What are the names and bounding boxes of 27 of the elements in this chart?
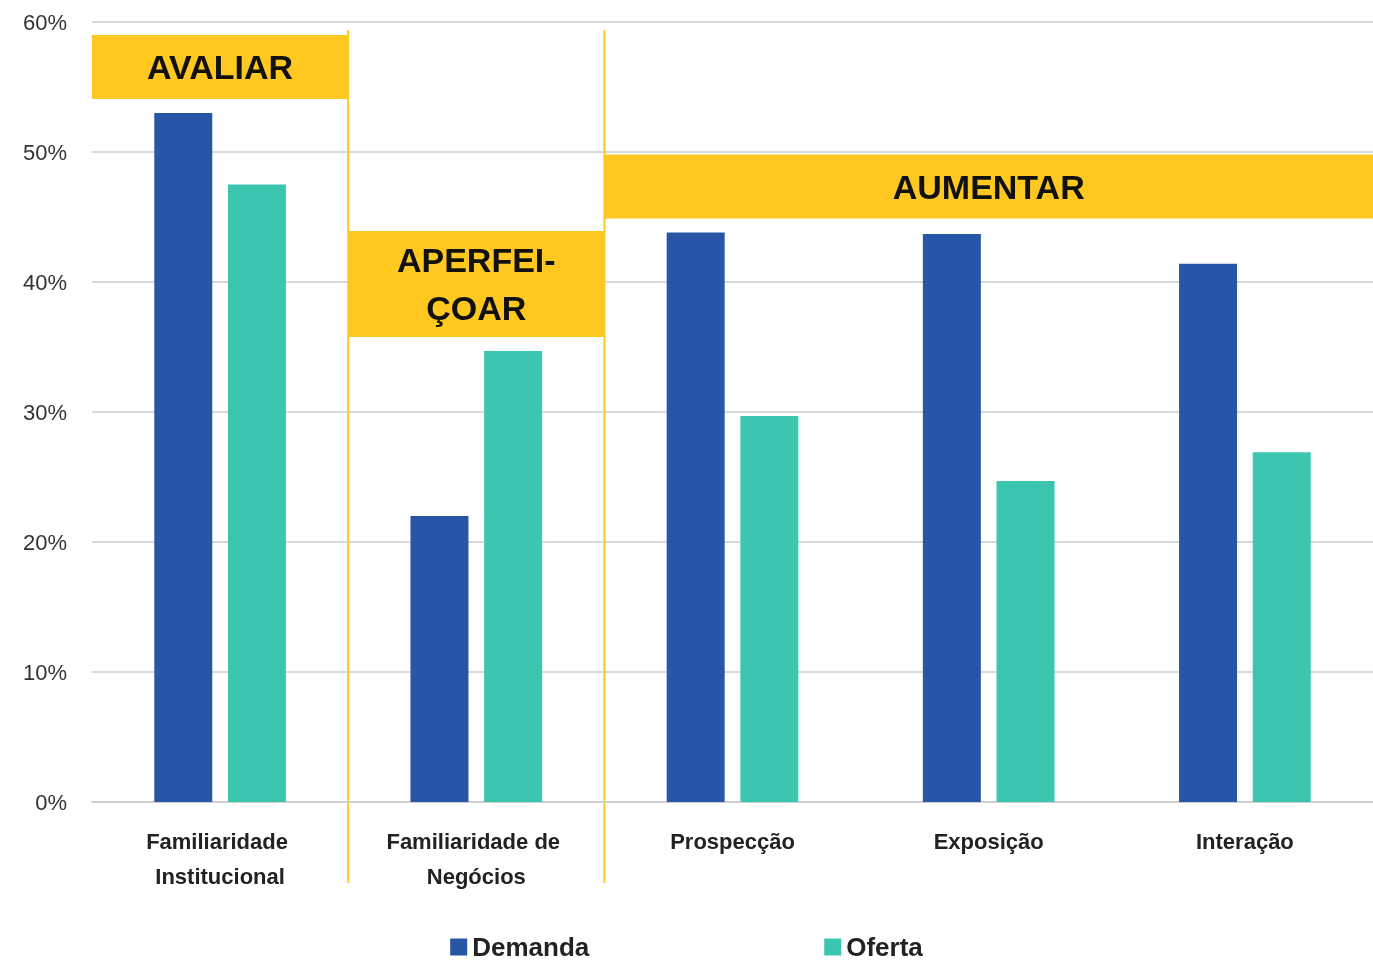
bar — [410, 516, 469, 802]
bar — [922, 233, 981, 802]
x-tick-label: Familiaridade de Negócios — [386, 829, 567, 889]
y-tick-label: 30% — [22, 399, 67, 425]
bar — [666, 232, 725, 802]
bar — [740, 415, 799, 802]
x-tick-label: Familiaridade Institucional — [146, 829, 295, 889]
x-tick-label: Prospecção — [670, 829, 795, 854]
y-tick-label: 20% — [22, 529, 67, 555]
bar — [996, 480, 1055, 802]
y-tick-label: 50% — [22, 139, 67, 165]
y-tick-label: 40% — [22, 269, 67, 295]
band-label: AUMENTAR — [892, 167, 1085, 206]
bar — [227, 184, 286, 802]
x-tick-label: Interação — [1195, 829, 1294, 854]
legend-label: Oferta — [846, 932, 924, 962]
x-tick-label: Exposição — [933, 829, 1044, 854]
bar — [484, 350, 543, 802]
y-tick-label: 0% — [35, 789, 67, 815]
band-label: AVALIAR — [147, 48, 294, 86]
bar — [1252, 452, 1311, 802]
band-label: APERFEI- ÇOAR — [396, 240, 556, 327]
bar — [154, 113, 213, 802]
y-tick-label: 60% — [22, 9, 67, 35]
y-tick-label: 10% — [22, 659, 67, 685]
bar — [1179, 263, 1238, 802]
legend-label: Demanda — [472, 932, 590, 962]
